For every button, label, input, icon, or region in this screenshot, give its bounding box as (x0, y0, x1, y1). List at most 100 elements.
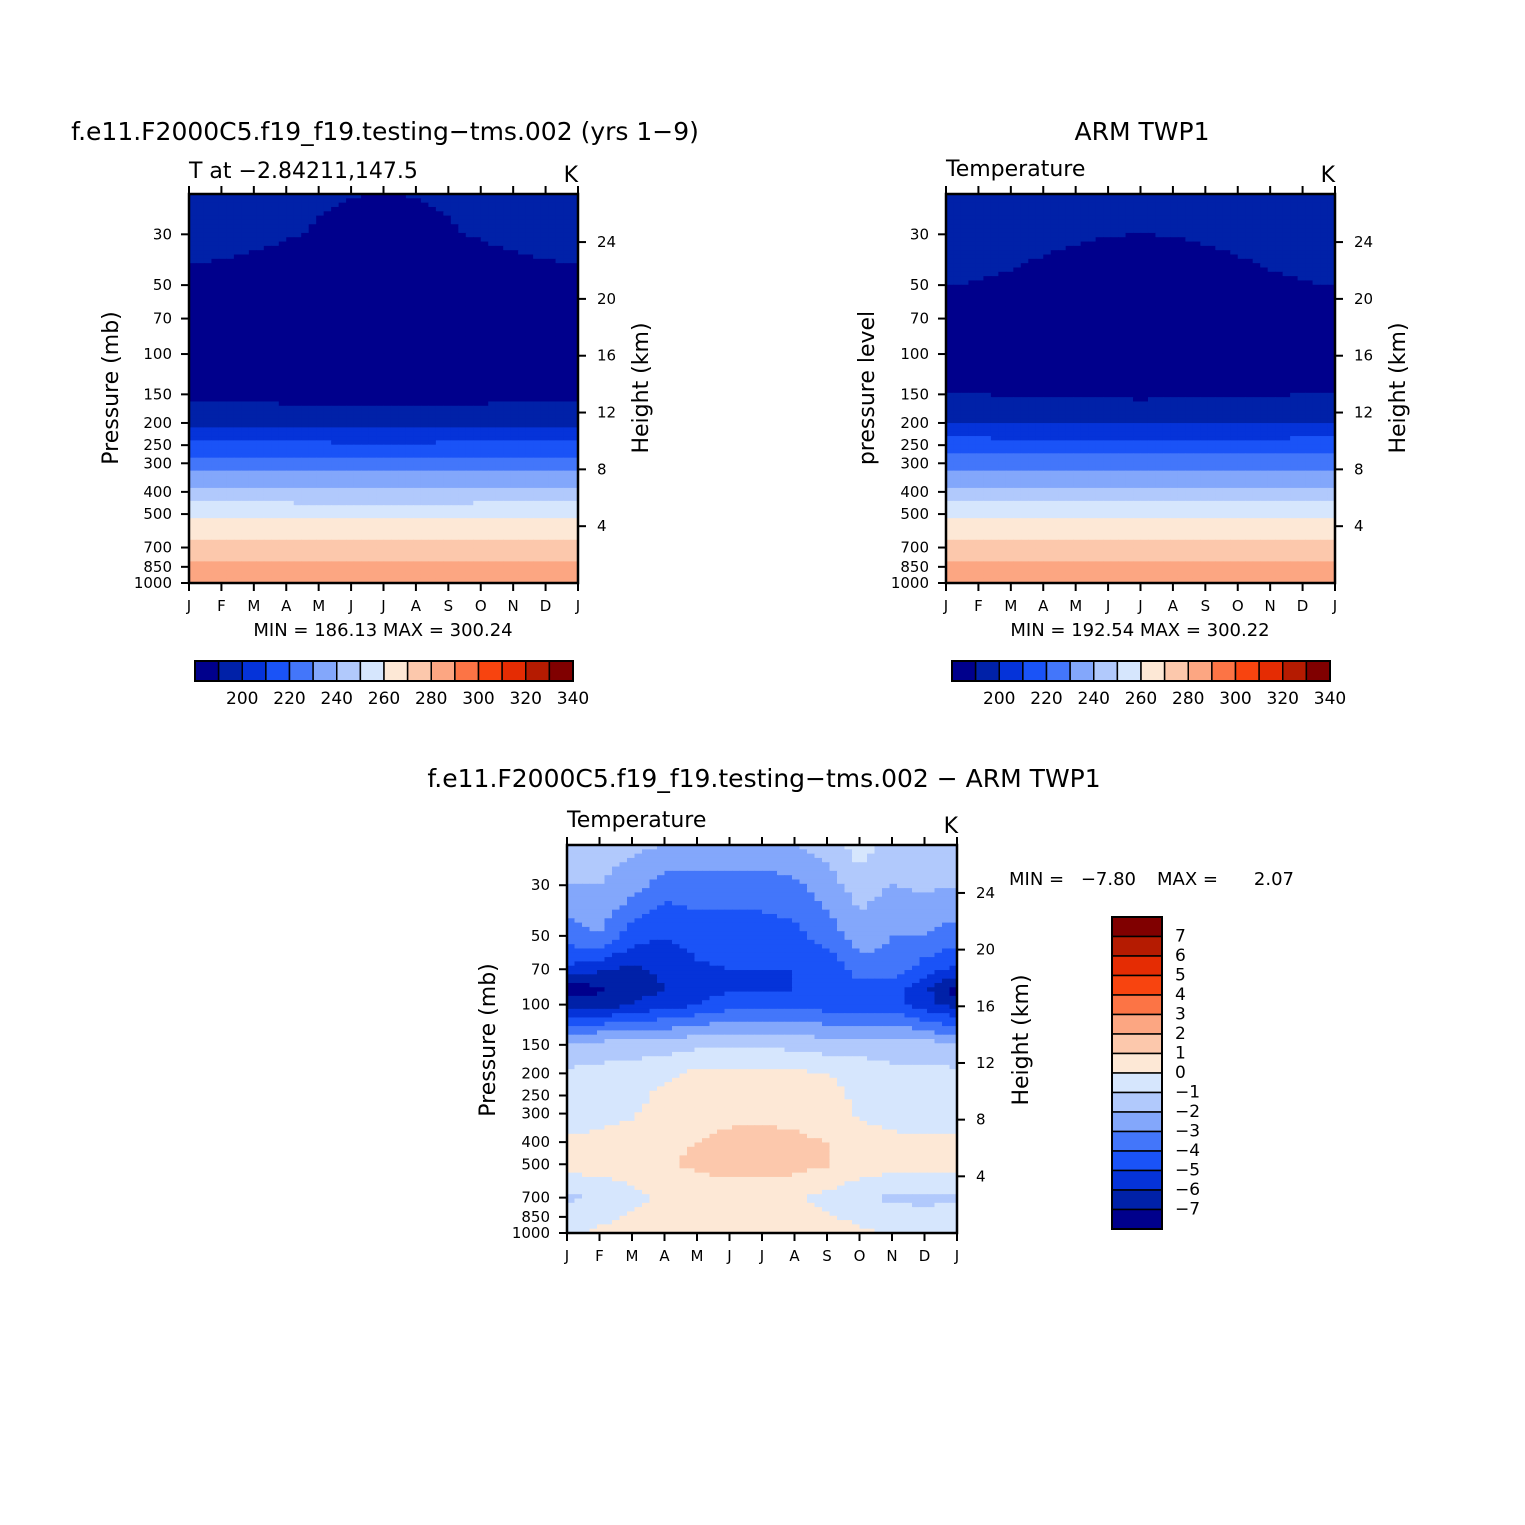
contour-cell (1282, 202, 1291, 208)
contour-cell (510, 561, 519, 567)
contour-cell (278, 371, 287, 377)
contour-cell (278, 250, 287, 256)
contour-plot: J F M A M J J A S O N D J305070100150200250300400500… (891, 186, 1373, 615)
contour-cell (241, 548, 250, 554)
contour-cell (256, 453, 265, 459)
contour-cell (525, 548, 534, 554)
contour-cell (233, 319, 242, 325)
contour-cell (383, 293, 392, 299)
contour-cell (435, 297, 444, 303)
contour-cell (361, 276, 370, 282)
contour-cell (226, 522, 235, 528)
contour-cell (525, 353, 534, 359)
contour-cell (458, 570, 467, 575)
contour-cell (510, 479, 519, 485)
contour-cell (458, 522, 467, 528)
contour-cell (533, 522, 542, 528)
contour-cell (533, 353, 542, 359)
contour-cell (435, 345, 444, 351)
contour-cell (480, 518, 489, 524)
contour-cell (293, 518, 302, 524)
contour-cell (465, 470, 474, 476)
contour-cell (533, 375, 542, 381)
contour-cell (420, 505, 429, 511)
contour-cell (450, 410, 459, 416)
contour-cell (189, 552, 198, 558)
contour-cell (570, 487, 579, 493)
contour-cell (525, 531, 534, 537)
contour-cell (278, 245, 287, 251)
contour-cell (233, 375, 242, 381)
contour-cell (301, 336, 310, 342)
contour-cell (226, 427, 235, 433)
contour-cell (316, 410, 325, 416)
contour-cell (570, 544, 579, 550)
contour-cell (293, 319, 302, 325)
contour-cell (203, 479, 213, 485)
contour-cell (383, 539, 392, 545)
contour-cell (293, 444, 302, 450)
contour-cell (316, 384, 325, 390)
contour-cell (226, 466, 235, 472)
contour-cell (256, 496, 265, 502)
contour-cell (338, 552, 347, 558)
contour-cell (488, 375, 497, 381)
contour-cell (533, 297, 542, 303)
contour-cell (503, 561, 512, 567)
contour-cell (353, 483, 362, 489)
contour-cell (495, 535, 504, 541)
contour-cell (443, 345, 452, 351)
contour-cell (473, 306, 482, 312)
contour-cell (405, 202, 415, 208)
contour-cell (443, 397, 452, 403)
contour-cell (293, 535, 302, 541)
contour-cell (450, 358, 459, 364)
contour-cell (480, 302, 489, 307)
contour-cell (503, 405, 512, 411)
contour-cell (503, 206, 512, 212)
contour-cell (203, 500, 213, 506)
contour-cell (420, 237, 429, 243)
contour-cell (525, 483, 534, 489)
contour-cell (376, 254, 385, 260)
contour-cell (458, 470, 467, 476)
contour-cell (533, 548, 542, 554)
contour-cell (226, 202, 235, 208)
contour-cell (353, 423, 362, 428)
contour-cell (233, 366, 242, 372)
contour-cell (361, 388, 370, 394)
contour-cell (525, 496, 534, 502)
contour-cell (488, 228, 497, 234)
contour-cell (495, 470, 504, 476)
contour-cell (211, 431, 220, 437)
contour-cell (256, 552, 265, 558)
contour-cell (278, 375, 287, 381)
contour-cell (376, 578, 385, 584)
contour-cell (316, 280, 325, 286)
contour-cell (398, 522, 407, 528)
contour-cell (263, 375, 272, 381)
contour-cell (510, 427, 519, 433)
contour-cell (428, 578, 437, 584)
contour-cell (353, 254, 362, 260)
contour-cell (510, 470, 519, 476)
contour-cell (218, 263, 227, 269)
contour-cell (510, 254, 519, 260)
contour-cell (361, 340, 370, 346)
contour-cell (241, 552, 250, 558)
contour-cell (338, 284, 347, 290)
contour-cell (540, 578, 549, 584)
contour-cell (570, 353, 579, 359)
contour-cell (465, 466, 474, 472)
contour-cell (488, 319, 497, 325)
contour-cell (241, 561, 250, 567)
contour-cell (218, 353, 227, 359)
contour-cell (420, 232, 429, 238)
contour-cell (211, 574, 220, 580)
contour-cell (458, 427, 467, 433)
contour-cell (525, 280, 534, 286)
contour-cell (473, 483, 482, 489)
contour-cell (510, 366, 519, 372)
contour-cell (308, 332, 317, 338)
contour-cell (563, 423, 572, 428)
